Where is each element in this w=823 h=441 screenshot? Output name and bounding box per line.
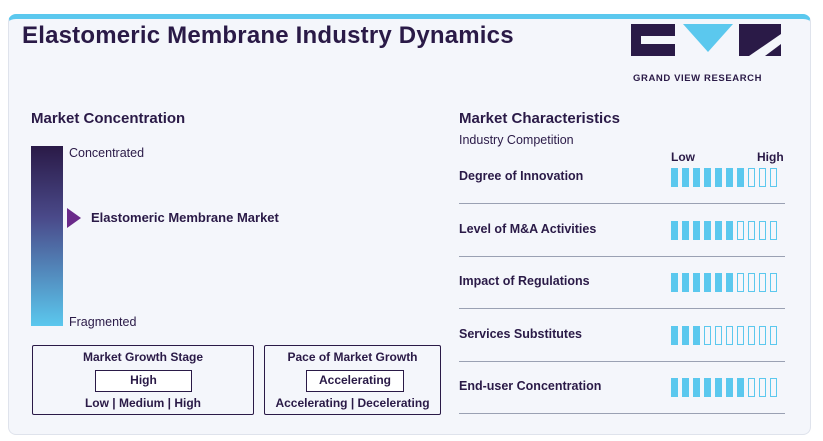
level-segment-empty xyxy=(748,378,755,397)
characteristic-level-meter xyxy=(671,168,777,187)
level-segment-filled xyxy=(726,378,733,397)
characteristic-row: Impact of Regulations xyxy=(459,257,785,309)
level-segment-empty xyxy=(737,273,744,292)
level-segment-empty xyxy=(737,220,744,240)
market-concentration-heading: Market Concentration xyxy=(31,110,186,127)
characteristic-row: Degree of Innovation xyxy=(459,152,785,204)
brand-logo: GRAND VIEW RESEARCH xyxy=(631,24,781,84)
level-segment-empty xyxy=(748,325,755,345)
characteristic-level-meter xyxy=(671,273,777,292)
level-segment-filled xyxy=(737,168,744,187)
level-segment-filled xyxy=(682,168,689,187)
level-segment-filled xyxy=(726,168,733,187)
characteristic-label: Impact of Regulations xyxy=(459,274,590,288)
level-segment-filled xyxy=(715,168,722,187)
characteristic-label: Degree of Innovation xyxy=(459,169,584,183)
growth-stage-options: Low | Medium | High xyxy=(84,396,202,410)
level-segment-empty xyxy=(704,325,711,345)
logo-mark-icon xyxy=(631,24,781,56)
level-segment-filled xyxy=(715,378,722,397)
level-segment-filled xyxy=(693,220,700,240)
growth-stage-value: High xyxy=(95,370,192,392)
concentration-gradient-bar xyxy=(31,146,63,326)
level-segment-filled xyxy=(726,273,733,292)
level-segment-filled xyxy=(693,273,700,292)
level-segment-empty xyxy=(770,220,777,240)
level-segment-filled xyxy=(704,378,711,397)
page-title: Elastomeric Membrane Industry Dynamics xyxy=(22,22,514,49)
growth-pace-title: Pace of Market Growth xyxy=(287,350,418,364)
level-segment-empty xyxy=(770,325,777,345)
level-segment-filled xyxy=(671,378,678,397)
level-segment-filled xyxy=(682,325,689,345)
level-segment-empty xyxy=(770,168,777,187)
level-segment-empty xyxy=(737,325,744,345)
level-segment-filled xyxy=(671,168,678,187)
level-segment-empty xyxy=(748,273,755,292)
level-segment-empty xyxy=(759,220,766,240)
level-segment-filled xyxy=(693,168,700,187)
level-segment-empty xyxy=(715,325,722,345)
level-segment-empty xyxy=(759,273,766,292)
level-segment-filled xyxy=(726,220,733,240)
market-characteristics-heading: Market Characteristics xyxy=(459,110,620,127)
logo-text: GRAND VIEW RESEARCH xyxy=(633,73,763,84)
level-segment-empty xyxy=(748,220,755,240)
level-segment-filled xyxy=(682,220,689,240)
growth-pace-options: Accelerating | Decelerating xyxy=(275,396,430,410)
level-segment-empty xyxy=(759,325,766,345)
level-segment-empty xyxy=(748,168,755,187)
level-segment-filled xyxy=(693,378,700,397)
level-segment-filled xyxy=(682,273,689,292)
growth-stage-title: Market Growth Stage xyxy=(82,350,204,364)
level-segment-filled xyxy=(671,325,678,345)
level-segment-filled xyxy=(682,378,689,397)
pace-of-growth-box: Pace of Market Growth Accelerating Accel… xyxy=(264,345,441,415)
characteristic-row: Services Substitutes xyxy=(459,310,785,362)
scale-high-label: High xyxy=(757,150,784,164)
growth-pace-value: Accelerating xyxy=(306,370,404,392)
market-growth-stage-box: Market Growth Stage High Low | Medium | … xyxy=(32,345,254,415)
level-segment-empty xyxy=(770,378,777,397)
characteristic-row: End-user Concentration xyxy=(459,362,785,414)
level-segment-filled xyxy=(704,168,711,187)
level-segment-filled xyxy=(704,220,711,240)
industry-competition-subheading: Industry Competition xyxy=(459,133,574,147)
scale-low-label: Low xyxy=(671,150,695,164)
market-position-label: Elastomeric Membrane Market xyxy=(91,210,279,225)
level-segment-filled xyxy=(693,325,700,345)
level-segment-empty xyxy=(759,378,766,397)
characteristic-label: Level of M&A Activities xyxy=(459,221,597,236)
characteristic-label: End-user Concentration xyxy=(459,379,602,393)
characteristic-level-meter xyxy=(671,220,777,240)
level-segment-filled xyxy=(715,220,722,240)
market-position-marker-icon xyxy=(67,208,81,228)
level-segment-filled xyxy=(715,273,722,292)
level-segment-filled xyxy=(737,378,744,397)
level-segment-empty xyxy=(759,168,766,187)
level-segment-empty xyxy=(770,273,777,292)
characteristic-label: Services Substitutes xyxy=(459,326,582,341)
fragmented-label: Fragmented xyxy=(69,315,137,329)
level-segment-empty xyxy=(726,325,733,345)
level-segment-filled xyxy=(704,273,711,292)
level-segment-filled xyxy=(671,273,678,292)
characteristic-level-meter xyxy=(671,325,777,345)
characteristic-level-meter xyxy=(671,378,777,397)
level-segment-filled xyxy=(671,220,678,240)
concentrated-label: Concentrated xyxy=(69,146,145,160)
characteristic-row: Level of M&A Activities xyxy=(459,205,785,257)
